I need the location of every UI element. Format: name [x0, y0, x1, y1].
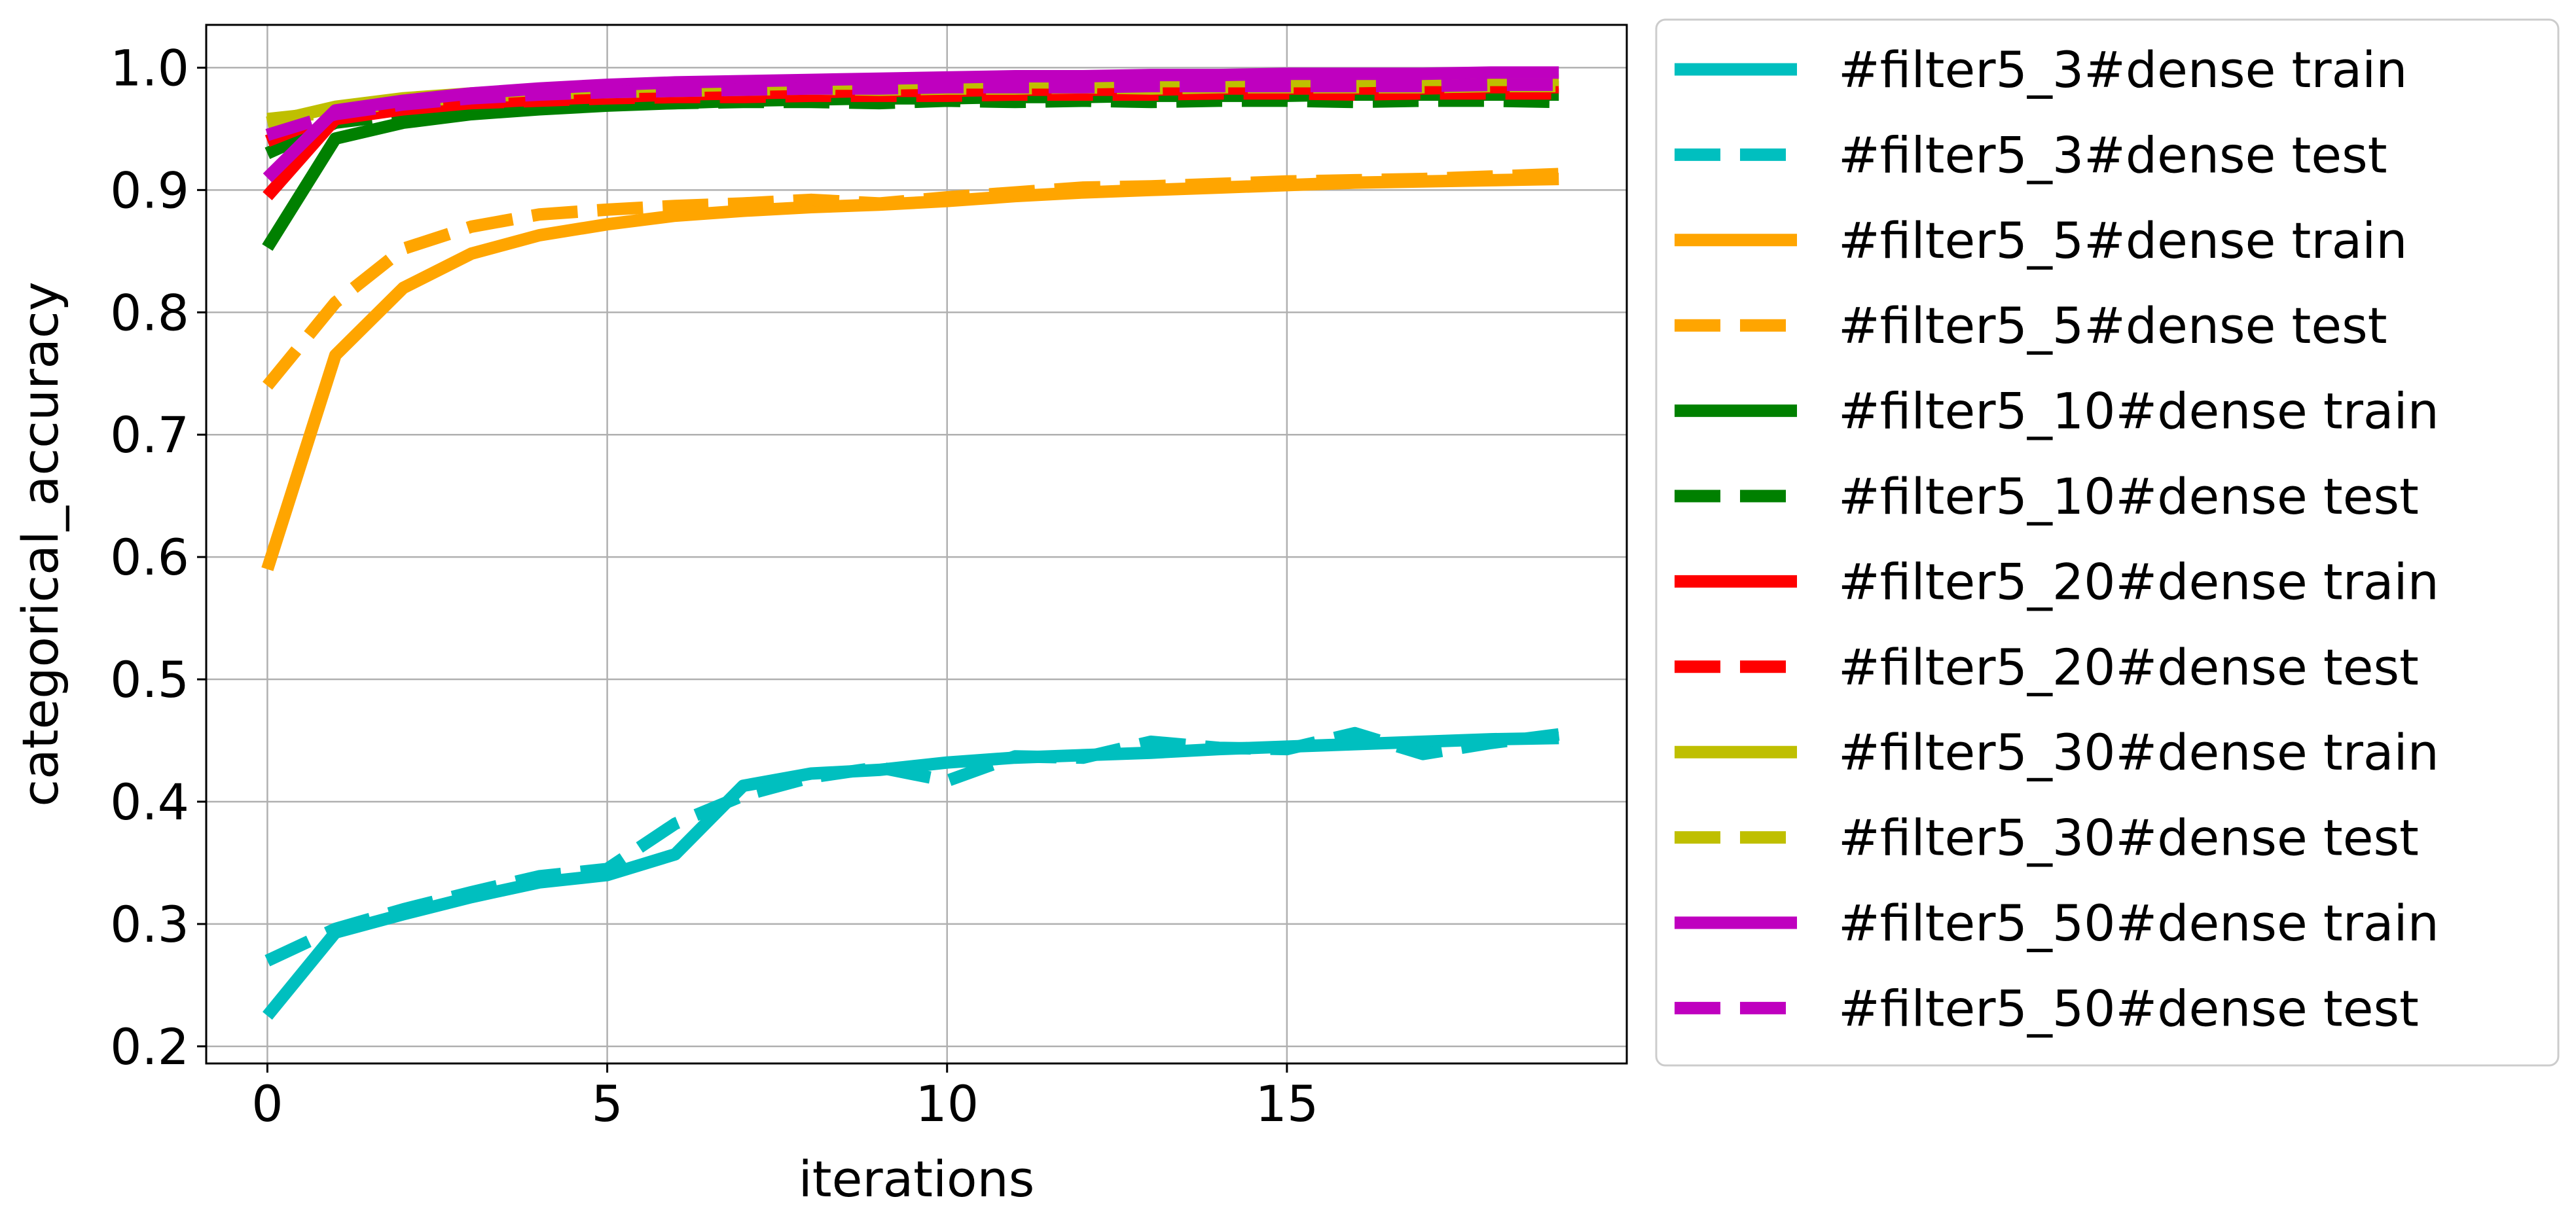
x-axis-label: iterations — [799, 1150, 1035, 1208]
legend-label: #filter5_20#dense test — [1838, 638, 2419, 696]
series-line-filter5-10-dense-train — [262, 88, 1559, 251]
y-tick-label: 0.6 — [110, 528, 189, 586]
series-line-filter5-3-dense-test — [264, 726, 1560, 967]
y-tick-label: 0.4 — [110, 773, 189, 831]
legend-label: #filter5_3#dense test — [1838, 126, 2387, 184]
legend-label: #filter5_30#dense test — [1838, 809, 2419, 867]
y-tick-label: 1.0 — [110, 39, 189, 97]
x-tick-label: 5 — [591, 1075, 623, 1133]
legend-label: #filter5_50#dense train — [1838, 894, 2439, 952]
y-tick-label: 0.9 — [110, 161, 189, 219]
y-tick-label: 0.7 — [110, 406, 189, 464]
legend-label: #filter5_10#dense train — [1838, 382, 2439, 440]
plot-lines — [261, 66, 1560, 1020]
legend-label: #filter5_20#dense train — [1838, 552, 2439, 611]
legend-label: #filter5_50#dense test — [1838, 979, 2419, 1037]
legend: #filter5_3#dense train #filter5_3#dense t… — [1655, 18, 2560, 1067]
x-tick-label: 10 — [915, 1075, 979, 1133]
y-tick-label: 0.2 — [110, 1018, 189, 1076]
y-tick-label: 0.3 — [110, 895, 189, 954]
y-tick-label: 0.8 — [110, 283, 189, 342]
x-tick-label: 15 — [1256, 1075, 1319, 1133]
legend-label: #filter5_3#dense train — [1838, 41, 2407, 99]
series-line-filter5-5-dense-train — [261, 173, 1559, 571]
legend-label: #filter5_10#dense test — [1838, 467, 2419, 526]
legend-box — [1655, 18, 2560, 1067]
series-line-filter5-50-dense-test — [265, 79, 1559, 141]
y-axis-label: categorical_accuracy — [11, 281, 69, 806]
x-tick-label: 0 — [251, 1075, 283, 1133]
plot-frame — [205, 24, 1628, 1065]
legend-label: #filter5_5#dense train — [1838, 211, 2407, 270]
legend-label: #filter5_30#dense train — [1838, 723, 2439, 781]
series-line-filter5-5-dense-test — [263, 168, 1559, 390]
y-axis-ticks: 0.2 0.3 0.4 0.5 0.6 0.7 0.8 0.9 1.0 — [110, 39, 206, 1076]
y-tick-label: 0.5 — [110, 651, 189, 709]
x-axis-ticks: 0 5 10 15 — [251, 1063, 1318, 1133]
legend-label: #filter5_5#dense test — [1838, 296, 2387, 355]
